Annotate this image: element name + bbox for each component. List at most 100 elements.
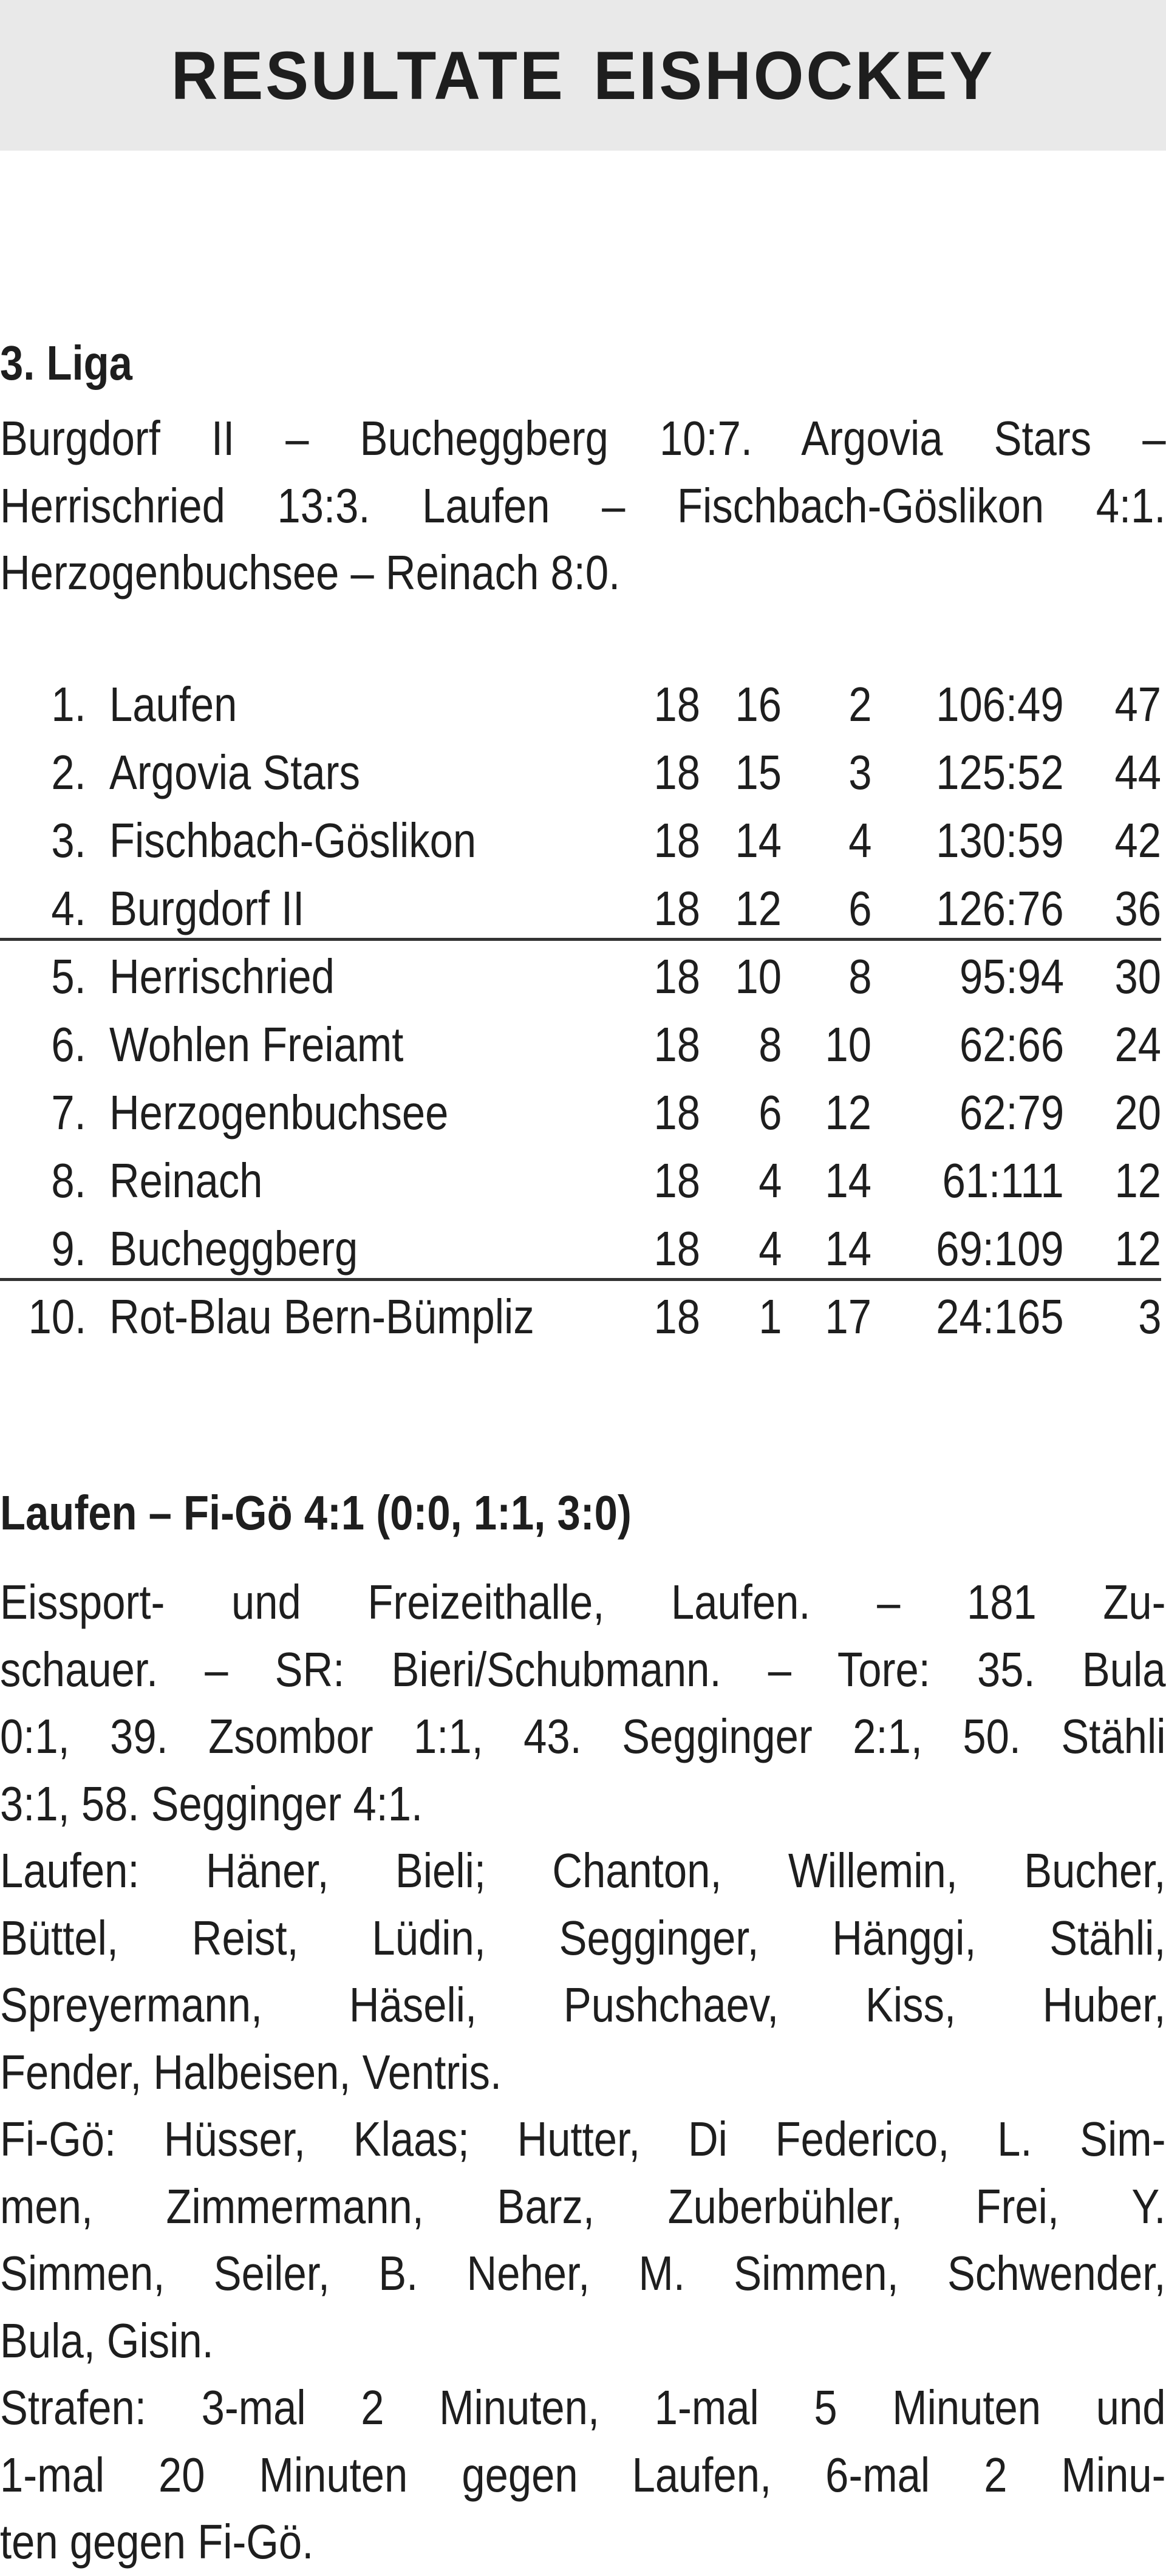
cell-gp: 18	[653, 745, 700, 799]
cell-team: Argovia Stars	[109, 745, 360, 799]
cell-w: 12	[735, 881, 782, 935]
report-line: 3:1, 58. Segginger 4:1.	[0, 1776, 423, 1831]
cell-rank: 6.	[51, 1017, 86, 1071]
cell-rank: 5.	[51, 949, 86, 1003]
cell-w: 4	[758, 1153, 782, 1208]
cell-rank: 4.	[51, 881, 86, 935]
cell-l: 2	[848, 677, 871, 731]
standings-table: 1. Laufen 18 16 2 106:49 47 2. Argovia Stars 18 15…	[0, 671, 1166, 1351]
cell-l: 17	[825, 1290, 871, 1344]
cell-gp: 18	[653, 813, 700, 867]
cell-gp: 18	[653, 677, 700, 731]
cell-team: Wohlen Freiamt	[109, 1017, 404, 1071]
cell-goals: 125:52	[936, 745, 1064, 799]
cell-team: Laufen	[109, 677, 237, 731]
league-heading-block: 3. Liga	[0, 330, 1166, 397]
cell-l: 3	[848, 745, 871, 799]
standings-row: 2. Argovia Stars 18 15 3 125:52 44	[0, 739, 1166, 807]
report-line: men, Zimmermann, Barz, Zuberbühler, Frei…	[0, 2179, 1166, 2233]
game-heading-block: Laufen – Fi-Gö 4:1 (0:0, 1:1, 3:0)	[0, 1480, 1166, 1547]
cell-team: Bucheggberg	[109, 1221, 358, 1276]
cell-team: Fischbach-Göslikon	[109, 813, 477, 867]
cell-goals: 106:49	[936, 677, 1064, 731]
cell-rank: 8.	[51, 1153, 86, 1208]
cell-team: Reinach	[109, 1153, 263, 1208]
cell-pts: 30	[1114, 949, 1161, 1003]
cell-rank: 3.	[51, 813, 86, 867]
report-line: ten gegen Fi-Gö.	[0, 2515, 314, 2569]
cell-l: 10	[825, 1017, 871, 1071]
report-line: Fender, Halbeisen, Ventris.	[0, 2045, 502, 2099]
cell-l: 4	[848, 813, 871, 867]
cell-w: 16	[735, 677, 782, 731]
standings-row: 8. Reinach 18 4 14 61:111 12	[0, 1147, 1166, 1215]
cell-w: 4	[758, 1221, 782, 1276]
result-line: Burgdorf II – Bucheggberg 10:7. Argovia …	[0, 411, 1166, 465]
cell-w: 6	[758, 1085, 782, 1139]
standings-row: 10. Rot-Blau Bern-Bümpliz 18 1 17 24:165 3	[0, 1283, 1166, 1351]
cell-gp: 18	[653, 881, 700, 935]
standings-row: 4. Burgdorf II 18 12 6 126:76 36	[0, 875, 1166, 943]
report-line: 0:1, 39. Zsombor 1:1, 43. Segginger 2:1,…	[0, 1709, 1166, 1763]
cell-goals: 62:66	[959, 1017, 1064, 1071]
report-line: Fi-Gö: Hüsser, Klaas; Hutter, Di Federic…	[0, 2112, 1166, 2166]
cell-l: 14	[825, 1153, 871, 1208]
cell-w: 15	[735, 745, 782, 799]
cell-l: 14	[825, 1221, 871, 1276]
report-line: Laufen: Häner, Bieli; Chanton, Willemin,…	[0, 1843, 1166, 1898]
cell-gp: 18	[653, 1085, 700, 1139]
league-results: Burgdorf II – Bucheggberg 10:7. Argovia …	[0, 405, 1166, 607]
cell-goals: 62:79	[959, 1085, 1064, 1139]
result-line: Herzogenbuchsee – Reinach 8:0.	[0, 545, 621, 600]
report-line: Bula, Gisin.	[0, 2313, 214, 2368]
report-line: Spreyermann, Häseli, Pushchaev, Kiss, Hu…	[0, 1978, 1166, 2032]
cell-goals: 95:94	[959, 949, 1064, 1003]
report-line: Büttel, Reist, Lüdin, Segginger, Hänggi,…	[0, 1910, 1166, 1965]
standings-row: 5. Herrischried 18 10 8 95:94 30	[0, 943, 1166, 1011]
cell-pts: 42	[1114, 813, 1161, 867]
cell-pts: 12	[1114, 1153, 1161, 1208]
cell-goals: 126:76	[936, 881, 1064, 935]
cell-goals: 69:109	[936, 1221, 1064, 1276]
cell-rank: 7.	[51, 1085, 86, 1139]
cell-pts: 20	[1114, 1085, 1161, 1139]
result-line: Herrischried 13:3. Laufen – Fischbach-Gö…	[0, 478, 1166, 533]
report-line: 1-mal 20 Minuten gegen Laufen, 6-mal 2 M…	[0, 2447, 1166, 2502]
cell-pts: 36	[1114, 881, 1161, 935]
cell-team: Herzogenbuchsee	[109, 1085, 449, 1139]
cell-l: 12	[825, 1085, 871, 1139]
cell-goals: 130:59	[936, 813, 1064, 867]
cell-pts: 12	[1114, 1221, 1161, 1276]
report-line: Strafen: 3-mal 2 Minuten, 1-mal 5 Minute…	[0, 2380, 1166, 2434]
standings-row: 6. Wohlen Freiamt 18 8 10 62:66 24	[0, 1011, 1166, 1079]
cell-gp: 18	[653, 1153, 700, 1208]
cell-l: 8	[848, 949, 871, 1003]
page-title: RESULTATE EISHOCKEY	[171, 37, 995, 114]
cell-gp: 18	[653, 1017, 700, 1071]
cell-team: Herrischried	[109, 949, 335, 1003]
standings-row: 3. Fischbach-Göslikon 18 14 4 130:59 42	[0, 807, 1166, 875]
report-line: Simmen, Seiler, B. Neher, M. Simmen, Sch…	[0, 2246, 1166, 2300]
cell-team: Burgdorf II	[109, 881, 305, 935]
cell-w: 8	[758, 1017, 782, 1071]
cell-pts: 3	[1137, 1290, 1161, 1344]
cell-pts: 47	[1114, 677, 1161, 731]
cell-goals: 24:165	[936, 1290, 1064, 1344]
report-line: schauer. – SR: Bieri/Schubmann. – Tore: …	[0, 1642, 1166, 1696]
cell-rank: 9.	[51, 1221, 86, 1276]
cell-team: Rot-Blau Bern-Bümpliz	[109, 1290, 534, 1344]
game-heading: Laufen – Fi-Gö 4:1 (0:0, 1:1, 3:0)	[0, 1486, 632, 1540]
cell-goals: 61:111	[942, 1153, 1064, 1208]
league-heading: 3. Liga	[0, 336, 132, 390]
cell-pts: 44	[1114, 745, 1161, 799]
game-report: Eissport- und Freizeithalle, Laufen. – 1…	[0, 1569, 1166, 2576]
cell-rank: 2.	[51, 745, 86, 799]
cell-rank: 1.	[51, 677, 86, 731]
cell-w: 10	[735, 949, 782, 1003]
standings-divider	[0, 1278, 1161, 1281]
standings-row: 9. Bucheggberg 18 4 14 69:109 12	[0, 1215, 1166, 1283]
cell-gp: 18	[653, 1290, 700, 1344]
cell-rank: 10.	[28, 1290, 86, 1344]
cell-w: 14	[735, 813, 782, 867]
cell-w: 1	[758, 1290, 782, 1344]
